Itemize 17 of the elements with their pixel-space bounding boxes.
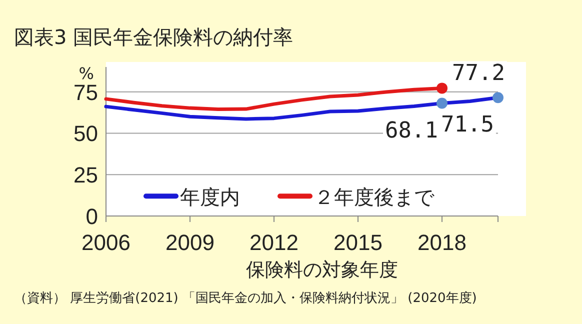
legend-label: 年度内	[180, 185, 240, 210]
x-tick-label: 2009	[166, 230, 214, 255]
legend-label: ２年度後まで	[314, 185, 435, 210]
x-axis-title: 保険料の対象年度	[246, 259, 398, 281]
data-label: 71.5	[441, 112, 494, 138]
data-label: 68.1	[385, 118, 438, 144]
y-tick-label: 0	[86, 204, 98, 229]
x-tick-label: 2015	[334, 230, 382, 255]
chart-title: 図表3 国民年金保険料の納付率	[14, 25, 294, 49]
text: （資料） 厚生労働省(2021) 「国民年金の加入・保険料納付状況」 (2020年度)	[14, 290, 477, 306]
y-tick-label: 50	[74, 121, 98, 146]
x-tick-label: 2012	[250, 230, 298, 255]
y-tick-label: 25	[74, 162, 98, 188]
point	[436, 82, 448, 94]
data-label: 77.2	[452, 61, 505, 86]
x-tick-label: 2018	[418, 230, 466, 255]
x-tick-label: 2006	[82, 230, 130, 255]
